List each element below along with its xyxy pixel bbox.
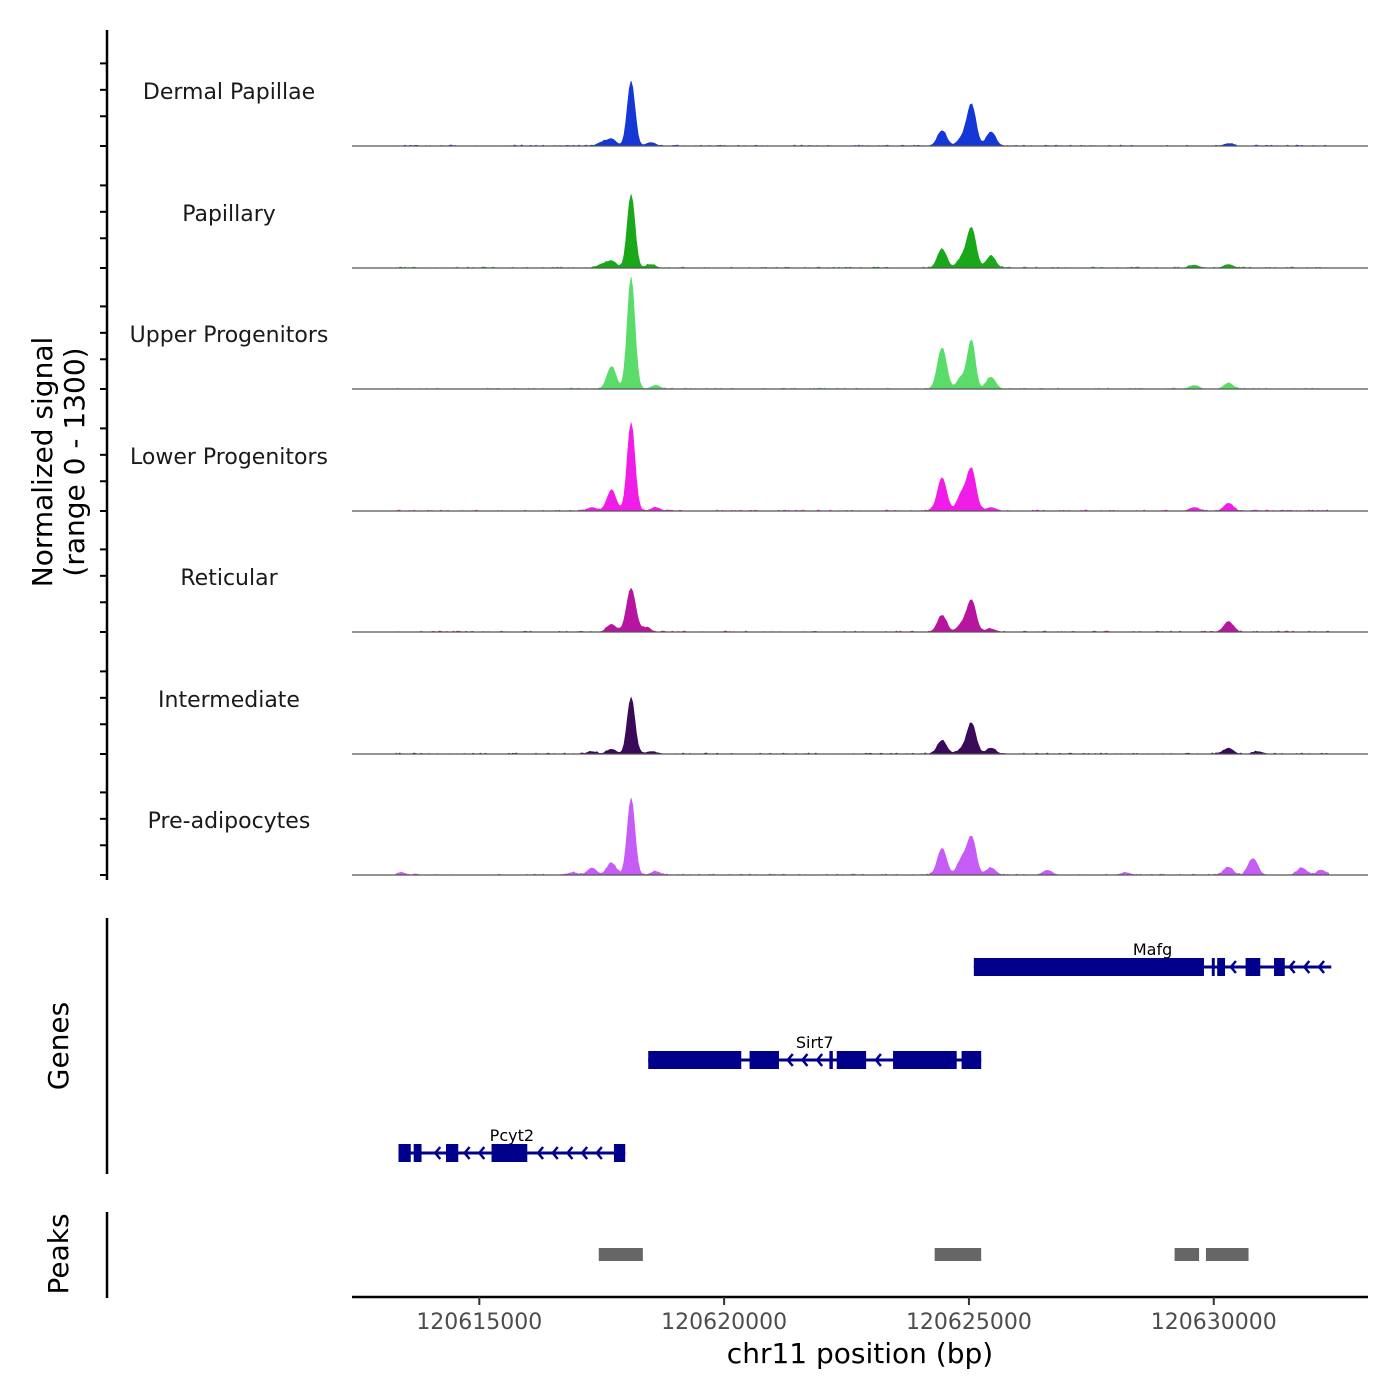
genes-axis-title: Genes <box>42 1002 75 1090</box>
coverage-track: Pre-adipocytes <box>148 797 1368 876</box>
gene-exon <box>1217 958 1226 976</box>
strand-arrow-icon <box>800 1053 809 1067</box>
coverage-area <box>395 422 1329 512</box>
track-label: Dermal Papillae <box>143 80 315 105</box>
x-axis-title: chr11 position (bp) <box>727 1337 993 1370</box>
gene-label: Sirt7 <box>796 1033 834 1052</box>
gene-exon <box>1211 958 1215 976</box>
track-label: Reticular <box>180 566 278 591</box>
gene-model: Sirt7 <box>648 1033 982 1069</box>
x-tick-label: 120615000 <box>416 1310 542 1335</box>
peaks-track <box>598 1248 1249 1261</box>
coverage-track: Papillary <box>182 194 1368 269</box>
strand-arrow-icon <box>462 1146 471 1160</box>
coverage-track: Intermediate <box>158 688 1368 755</box>
coverage-area <box>395 276 1329 390</box>
strand-arrow-icon <box>551 1146 559 1160</box>
track-label: Papillary <box>182 202 276 227</box>
coverage-tracks: Dermal Papillae Papillary Upper Progenitor… <box>130 80 1368 876</box>
x-axis-ticks: 120615000 120620000 120625000 120630000 <box>416 1297 1277 1335</box>
gene-exon <box>413 1144 422 1162</box>
coverage-track: Lower Progenitors <box>130 422 1368 512</box>
strand-arrow-icon <box>786 1053 794 1067</box>
strand-arrow-icon <box>1229 960 1237 974</box>
coverage-area <box>395 194 1329 269</box>
peak-region <box>1205 1248 1249 1261</box>
track-label: Pre-adipocytes <box>148 809 311 834</box>
coverage-area <box>396 81 1330 147</box>
track-label: Upper Progenitors <box>130 323 329 348</box>
x-tick-label: 120620000 <box>661 1310 787 1335</box>
strand-arrow-icon <box>580 1146 589 1160</box>
coverage-track: Dermal Papillae <box>143 80 1368 147</box>
strand-arrow-icon <box>595 1146 603 1160</box>
x-tick-label: 120625000 <box>906 1310 1032 1335</box>
coverage-area <box>395 696 1329 755</box>
peak-region <box>934 1248 982 1261</box>
track-label: Lower Progenitors <box>130 445 328 470</box>
signal-y-axis-subtitle: (range 0 - 1300) <box>58 347 91 576</box>
track-label: Intermediate <box>158 688 300 713</box>
gene-exon <box>973 958 1204 976</box>
x-tick-label: 120630000 <box>1151 1310 1277 1335</box>
gene-exon <box>893 1051 957 1069</box>
gene-exon <box>749 1051 779 1069</box>
peak-region <box>598 1248 643 1261</box>
gene-exon <box>1273 958 1285 976</box>
peaks-axis-title: Peaks <box>42 1213 75 1294</box>
strand-arrow-icon <box>874 1053 882 1067</box>
strand-arrow-icon <box>1302 960 1311 974</box>
gene-exon <box>1245 958 1261 976</box>
gene-model: Pcyt2 <box>398 1126 626 1162</box>
coverage-track: Reticular <box>180 566 1368 633</box>
strand-arrow-icon <box>565 1146 574 1160</box>
gene-track: Mafg Sirt7 Pcyt2 <box>398 940 1332 1162</box>
coverage-track: Upper Progenitors <box>130 276 1368 390</box>
strand-arrow-icon <box>433 1146 442 1160</box>
strand-arrow-icon <box>1288 960 1296 974</box>
gene-exon <box>961 1051 982 1069</box>
coverage-area <box>396 587 1330 633</box>
gene-exon <box>398 1144 411 1162</box>
gene-exon <box>613 1144 626 1162</box>
signal-y-axis-title: Normalized signal <box>26 337 59 588</box>
gene-label: Mafg <box>1133 940 1172 959</box>
gene-exon <box>446 1144 459 1162</box>
gene-exon <box>648 1051 742 1069</box>
strand-arrow-icon <box>536 1146 545 1160</box>
gene-exon <box>829 1051 833 1069</box>
gene-label: Pcyt2 <box>490 1126 534 1145</box>
gene-exon <box>491 1144 528 1162</box>
strand-arrow-icon <box>1317 960 1325 974</box>
peak-region <box>1174 1248 1200 1261</box>
gene-exon <box>836 1051 867 1069</box>
strand-arrow-icon <box>477 1146 486 1160</box>
strand-arrow-icon <box>815 1053 824 1067</box>
gene-model: Mafg <box>973 940 1332 976</box>
signal-y-ticks <box>100 62 107 876</box>
coverage-area <box>395 797 1330 876</box>
